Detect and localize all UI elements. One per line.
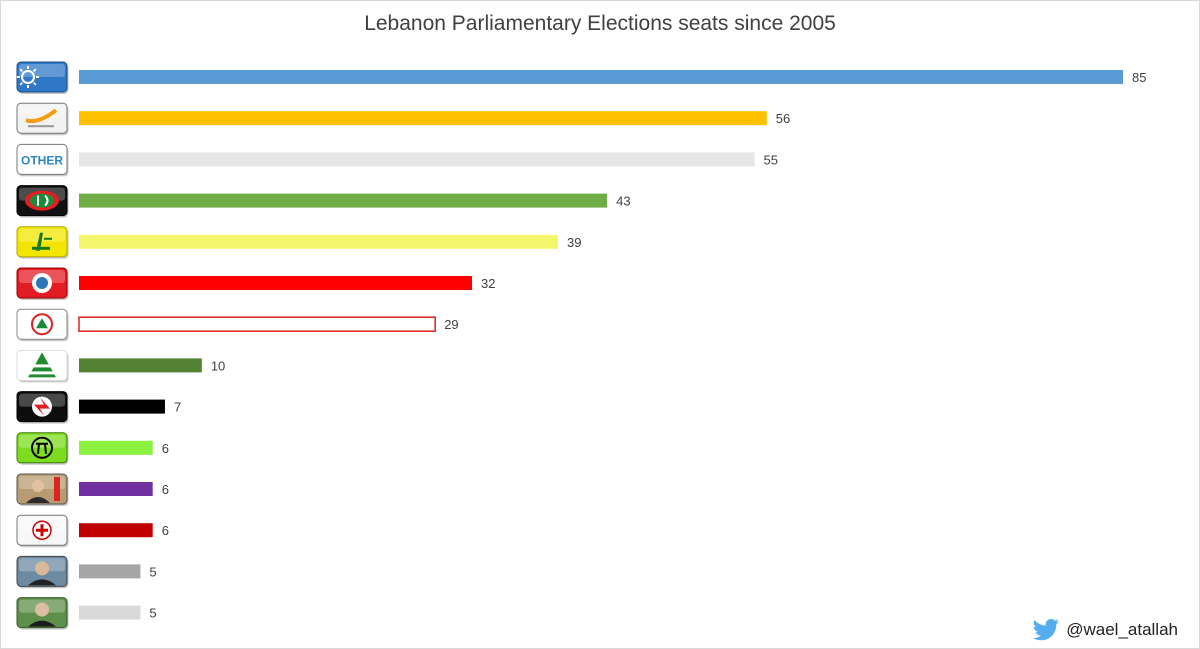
- twitter-bird-icon: [1032, 619, 1060, 641]
- lebanese-forces-logo: [16, 308, 69, 342]
- data-label: 39: [567, 235, 581, 250]
- amal-movement-logo: [16, 185, 69, 218]
- politician-portrait-1: [16, 473, 69, 506]
- bar: [79, 234, 559, 249]
- kataeb-party-logo: [16, 349, 69, 383]
- bar: [78, 316, 436, 332]
- tashnag-party-logo: [16, 432, 69, 465]
- data-label: 10: [211, 358, 225, 373]
- bar: [79, 152, 755, 167]
- data-label: 43: [616, 194, 630, 209]
- data-label: 55: [764, 152, 778, 167]
- ssnp-logo: [16, 391, 69, 424]
- watermark-handle: @wael_atallah: [1066, 620, 1178, 639]
- bar: [79, 193, 608, 208]
- bar: [79, 111, 767, 126]
- politician-portrait-2: [16, 555, 69, 589]
- data-label: 6: [162, 441, 169, 456]
- data-label: 5: [149, 606, 156, 621]
- svg-text:OTHER: OTHER: [21, 153, 63, 167]
- data-label: 7: [174, 400, 181, 415]
- bar: [79, 482, 153, 496]
- future-movement-logo: [16, 61, 69, 94]
- bar: [79, 564, 141, 579]
- data-label: 29: [444, 317, 458, 332]
- bar: [79, 605, 141, 620]
- bar: [79, 276, 473, 290]
- data-label: 85: [1132, 70, 1146, 85]
- progressive-socialist-party-logo: [16, 267, 69, 300]
- bar: [79, 523, 153, 538]
- politician-portrait-3: [16, 597, 69, 630]
- bar: [79, 399, 165, 414]
- data-label: 5: [149, 564, 156, 579]
- data-label: 32: [481, 276, 495, 291]
- watermark: @wael_atallah: [1032, 619, 1178, 641]
- data-label: 6: [162, 523, 169, 538]
- bar: [79, 440, 153, 455]
- bar: [79, 70, 1123, 84]
- data-label: 6: [162, 482, 169, 497]
- other-logo: OTHER: [16, 143, 69, 177]
- bar: [79, 358, 202, 373]
- chart-title: Lebanon Parliamentary Elections seats si…: [364, 12, 836, 35]
- hezbollah-logo: [16, 226, 69, 259]
- marada-movement-logo: [16, 514, 69, 548]
- free-patriotic-movement-logo: [16, 102, 69, 136]
- data-label: 56: [776, 111, 790, 126]
